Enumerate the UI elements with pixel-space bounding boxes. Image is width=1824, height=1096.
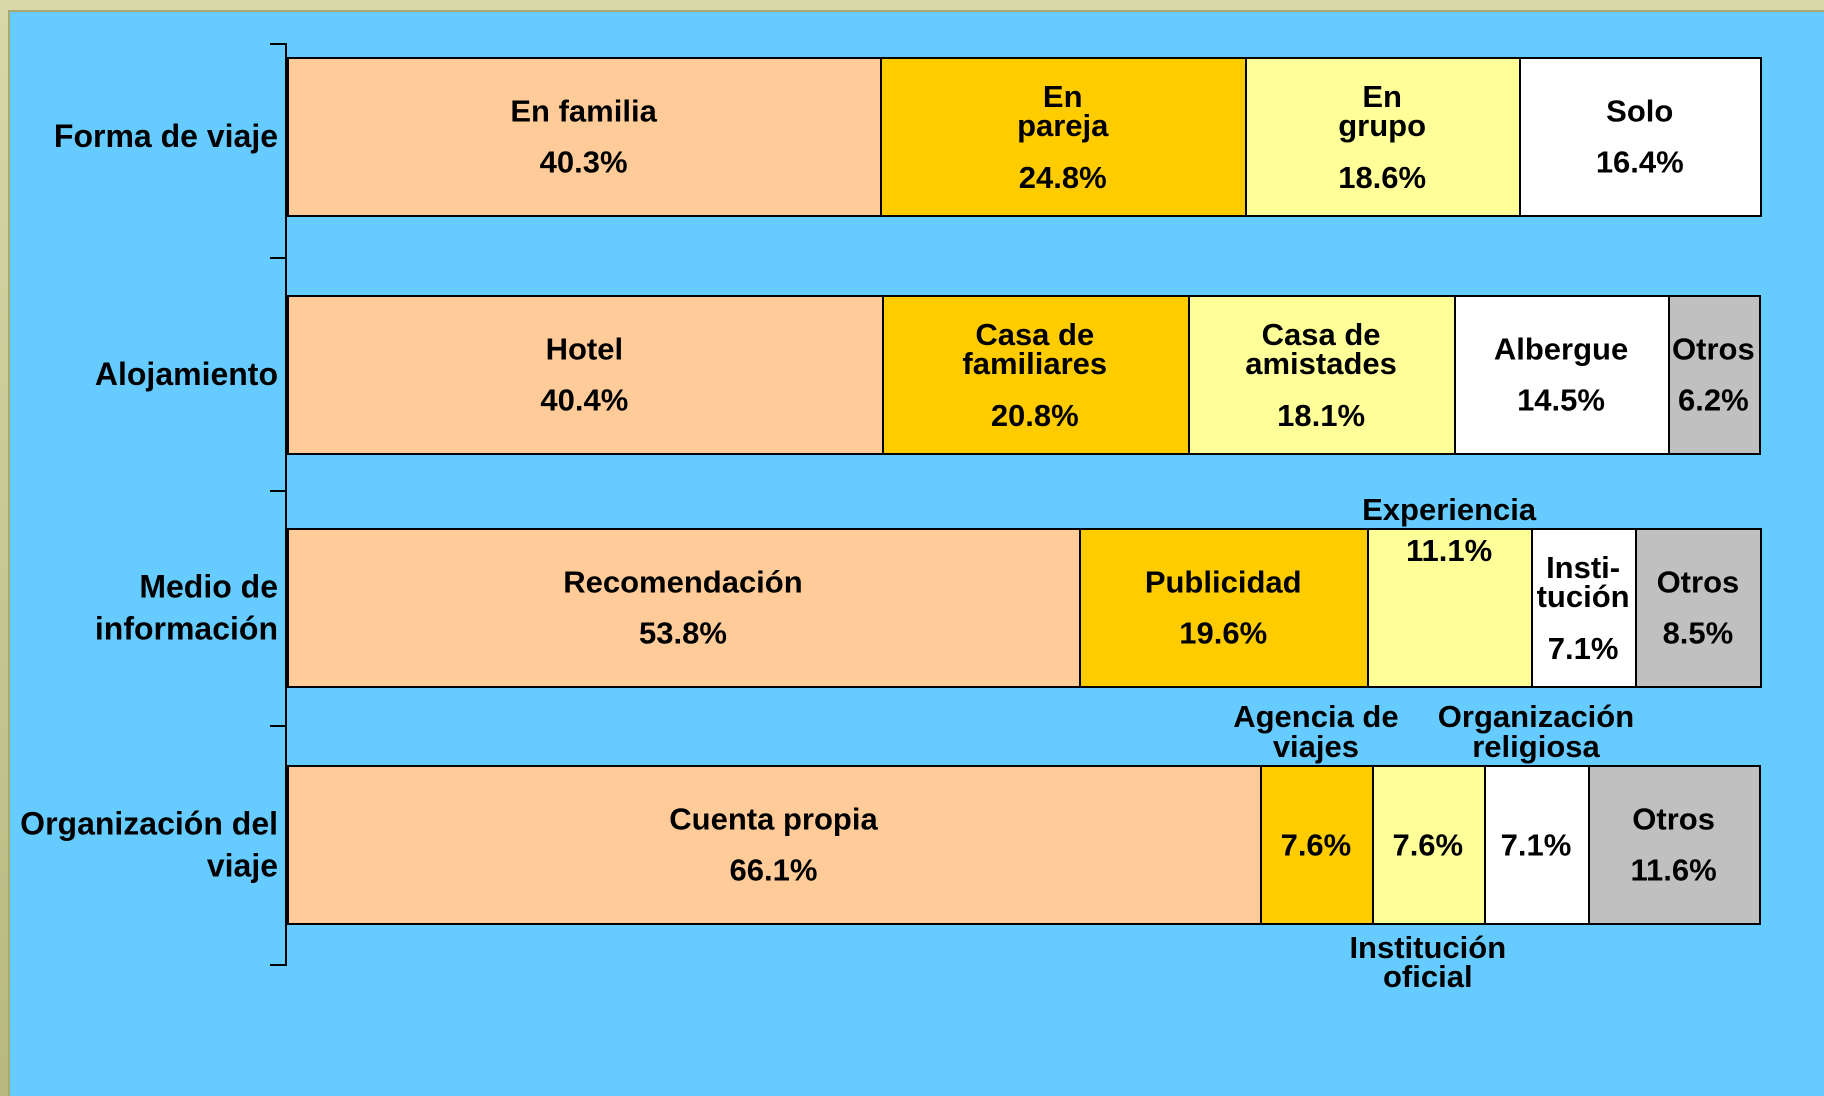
value-label: 40.4% xyxy=(540,383,629,418)
segment-label: Otros 8.5% xyxy=(1568,564,1824,651)
segment-label: Insti-tución 7.1% xyxy=(1535,549,1631,666)
bar-segment xyxy=(1367,528,1533,688)
value-label: 7.6% xyxy=(1392,827,1464,863)
segment-name: En pareja xyxy=(1017,78,1109,144)
bar-segment xyxy=(881,295,1190,455)
segment-name: Publicidad xyxy=(1144,564,1302,600)
segment-label: Solo 16.4% xyxy=(1510,93,1770,180)
category-label: Medio de información xyxy=(94,568,278,646)
segment-name: Otros xyxy=(1656,564,1740,600)
segment-name: Casa de amistades xyxy=(1245,316,1397,382)
segment-name: Institución oficial xyxy=(1349,930,1507,995)
segment-name: En grupo xyxy=(1338,78,1427,144)
segment-name: Insti-tución xyxy=(1536,549,1630,615)
bar-segment xyxy=(1519,57,1763,217)
value-label: 16.4% xyxy=(1595,145,1684,180)
value-label: 24.8% xyxy=(1018,159,1107,195)
value-label: 20.8% xyxy=(990,397,1079,433)
axis-tick xyxy=(270,964,287,966)
segment-label: En grupo 18.6% xyxy=(1317,78,1447,195)
segment-name: Otros xyxy=(1632,801,1715,837)
segment-name: Recomendación xyxy=(563,564,803,600)
segment-label: Otros 6.2% xyxy=(1583,331,1824,418)
segment-name: Agencia de viajes xyxy=(1233,699,1399,764)
value-label: 18.1% xyxy=(1277,397,1366,433)
segment-name: Hotel xyxy=(545,331,624,367)
value-label: 40.3% xyxy=(539,145,628,180)
bar-segment xyxy=(287,528,1081,688)
bar-segment xyxy=(1667,295,1761,455)
bar-segment xyxy=(1635,528,1763,688)
category-label: Alojamiento xyxy=(94,356,278,393)
axis-line xyxy=(285,44,287,965)
bar-segment xyxy=(287,765,1262,925)
bar-segment xyxy=(1245,57,1522,217)
value-label: 66.1% xyxy=(729,853,818,888)
segment-label: Cuenta propia 66.1% xyxy=(643,801,903,888)
value-label: 19.6% xyxy=(1179,616,1268,651)
segment-name: Experiencia xyxy=(1362,491,1537,527)
category-label: Organización del viaje xyxy=(20,805,278,883)
segment-name: Organización religiosa xyxy=(1437,699,1635,764)
value-label: 11.1% xyxy=(1406,533,1493,568)
value-label: 6.2% xyxy=(1678,383,1749,418)
segment-label: Publicidad 19.6% xyxy=(1093,564,1353,651)
value-label: 8.5% xyxy=(1662,616,1734,651)
axis-tick xyxy=(270,490,287,492)
segment-name: Otros xyxy=(1672,331,1755,367)
value-label: 14.5% xyxy=(1517,383,1605,418)
axis-tick xyxy=(270,257,287,259)
segment-name: Albergue xyxy=(1493,331,1629,367)
bar-segment xyxy=(287,295,884,455)
segment-label: Casa de amistades 18.1% xyxy=(1221,316,1421,433)
axis-tick xyxy=(270,725,287,727)
segment-label: Casa de familiares 20.8% xyxy=(940,316,1130,433)
segment-label: En pareja 24.8% xyxy=(998,78,1128,195)
bar-segment xyxy=(1078,528,1370,688)
bar-segment xyxy=(287,57,883,217)
value-label: 7.1% xyxy=(1547,630,1619,666)
value-label: 7.1% xyxy=(1500,827,1572,863)
segment-name: Casa de familiares xyxy=(962,316,1108,382)
segment-label: En familia 40.3% xyxy=(454,93,714,180)
segment-label: Otros 11.6% xyxy=(1544,801,1804,888)
value-label: 53.8% xyxy=(639,616,727,651)
segment-label: Albergue 14.5% xyxy=(1431,331,1691,418)
segment-label: Recomendación 53.8% xyxy=(553,564,813,651)
value-label: 11.6% xyxy=(1630,853,1717,888)
bar-segment xyxy=(1588,765,1761,925)
value-label: 18.6% xyxy=(1338,159,1427,195)
bar-segment xyxy=(1483,765,1591,925)
value-label: 7.6% xyxy=(1280,827,1352,863)
segment-name: Cuenta propia xyxy=(669,801,878,837)
category-label: Forma de viaje xyxy=(53,118,278,155)
segment-label: Hotel 40.4% xyxy=(454,331,714,418)
segment-name: En familia xyxy=(510,93,657,129)
segment-name: Solo xyxy=(1606,93,1674,129)
bar-segment xyxy=(880,57,1248,217)
axis-tick xyxy=(270,43,287,45)
